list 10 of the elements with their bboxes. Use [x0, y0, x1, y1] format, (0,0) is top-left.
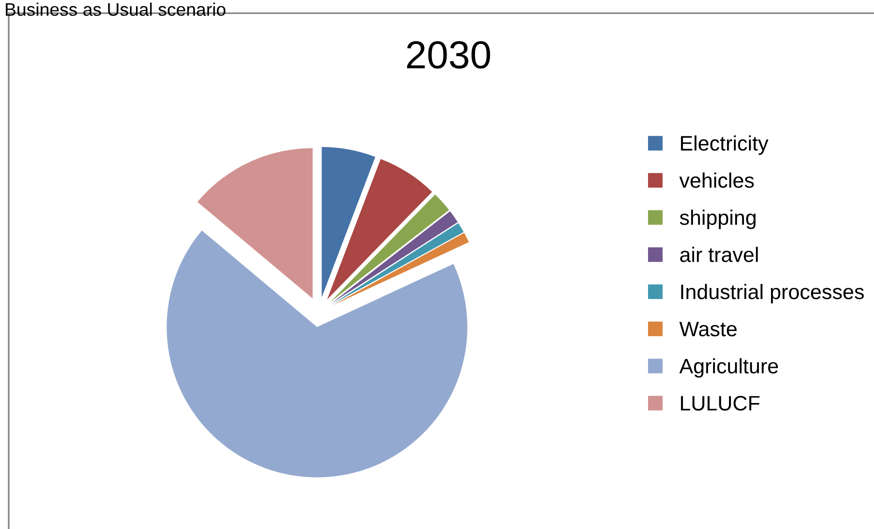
chart-title: 2030 — [407, 41, 490, 69]
legend-label: LULUCF — [680, 396, 760, 411]
legend-label: vehicles — [679, 172, 754, 188]
legend-label: Electricity — [680, 135, 768, 155]
legend-label: Industrial processes — [681, 284, 864, 304]
legend-label: Agriculture — [679, 358, 778, 378]
legend-label: air travel — [680, 246, 758, 262]
text: Business as Usual scenario — [6, 2, 226, 16]
legend-label: Waste — [679, 322, 737, 336]
legend-label: shipping — [680, 210, 756, 230]
